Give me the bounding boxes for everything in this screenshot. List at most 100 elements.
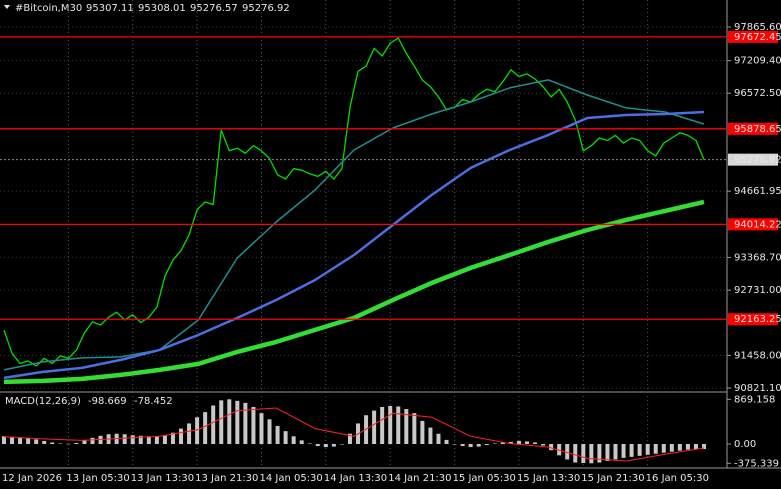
macd-bar (203, 412, 208, 445)
macd-bar (130, 435, 135, 445)
macd-bar (533, 442, 538, 445)
macd-bar (605, 444, 610, 461)
macd-bar (637, 444, 642, 456)
macd-bar (444, 439, 449, 445)
level-label-bg (728, 313, 778, 326)
x-tick-label: 15 Jan 21:30 (581, 473, 644, 484)
macd-bar (154, 436, 159, 445)
macd-bar (661, 444, 666, 453)
macd-bar (508, 441, 513, 445)
y-tick-label: 97209.40 (734, 56, 781, 67)
macd-bar (187, 423, 192, 445)
y-tick-label: 0.00 (734, 439, 756, 450)
price-line (3, 37, 705, 367)
macd-bar (2, 436, 6, 445)
x-tick-label: 13 Jan 05:30 (66, 473, 129, 484)
macd-bar (436, 433, 441, 445)
macd-bar (291, 436, 296, 445)
x-tick-label: 16 Jan 05:30 (646, 473, 709, 484)
macd-bar (492, 443, 497, 445)
signal-value: -78.452 (134, 396, 173, 407)
x-tick-label: 12 Jan 2026 (2, 473, 62, 484)
macd-bar (299, 440, 304, 445)
x-tick-label: 13 Jan 21:30 (195, 473, 258, 484)
macd-bar (388, 405, 393, 445)
macd-bar (227, 399, 232, 445)
macd-bar (90, 437, 95, 445)
level-label-bg (728, 218, 778, 231)
last-price-bg (728, 153, 778, 166)
macd-bar (162, 435, 167, 445)
ohlc-value: 95276.57 (190, 3, 238, 14)
macd-bar (339, 444, 344, 445)
macd-title: MACD(12,26,9) (5, 396, 81, 407)
level-label: 92163.25 (734, 314, 781, 325)
macd-bar (557, 444, 562, 456)
level-label-bg (728, 122, 778, 135)
macd-bar (476, 444, 481, 447)
y-tick-label: 94661.95 (734, 186, 781, 197)
y-tick-label: 93368.70 (734, 252, 781, 263)
symbol-label: #Bitcoin,M30 (15, 3, 82, 14)
macd-bar (516, 440, 521, 445)
x-tick-label: 14 Jan 21:30 (388, 473, 451, 484)
macd-bar (195, 417, 200, 445)
macd-bar (243, 402, 248, 445)
macd-bar (581, 444, 586, 464)
macd-bar (122, 434, 127, 445)
macd-bar (693, 444, 698, 450)
macd-bar (211, 405, 216, 445)
macd-bar (468, 444, 473, 448)
macd-bar (82, 439, 87, 445)
y-tick-label: 92731.00 (734, 285, 781, 296)
ohlc-value: 95276.92 (242, 3, 290, 14)
y-tick-label: 96572.50 (734, 88, 781, 99)
moving-average (3, 79, 705, 371)
y-tick-label: 91458.00 (734, 350, 781, 361)
macd-bar (275, 426, 280, 445)
x-tick-label: 15 Jan 05:30 (453, 473, 516, 484)
macd-bar (10, 436, 15, 445)
macd-bar (565, 444, 570, 460)
macd-bar (549, 444, 554, 451)
macd-bar (460, 444, 465, 447)
macd-bar (597, 444, 602, 463)
macd-bar (484, 444, 489, 446)
macd-bar (589, 444, 594, 464)
y-tick-label: -375.339 (734, 458, 779, 469)
macd-bar (621, 444, 626, 458)
y-tick-label: 90821.10 (734, 383, 781, 394)
macd-bar (669, 444, 674, 452)
macd-bar (347, 433, 352, 445)
macd-bar (315, 444, 320, 447)
macd-bar (179, 428, 184, 445)
macd-bar (500, 442, 505, 445)
y-tick-label: 97865.60 (734, 22, 781, 33)
y-tick-label: 869.158 (734, 394, 775, 405)
macd-bar (146, 436, 151, 445)
macd-bar (653, 444, 658, 454)
x-tick-label: 13 Jan 13:30 (131, 473, 194, 484)
macd-bar (50, 442, 55, 445)
macd-bar (42, 440, 47, 445)
macd-bar (267, 419, 272, 445)
macd-bar (573, 444, 578, 463)
macd-bar (380, 406, 385, 445)
macd-bar (524, 441, 529, 445)
macd-bar (323, 444, 328, 448)
macd-bar (66, 443, 71, 445)
macd-bar (412, 413, 417, 445)
level-label: 97672.45 (734, 32, 781, 43)
macd-bar (702, 444, 706, 450)
menu-arrow[interactable] (4, 5, 10, 9)
macd-bar (259, 413, 264, 445)
macd-bar (26, 438, 31, 445)
macd-bar (541, 444, 546, 446)
macd-bar (58, 443, 63, 445)
macd-value: -98.669 (88, 396, 127, 407)
signal-line (3, 407, 705, 462)
x-tick-label: 15 Jan 13:30 (517, 473, 580, 484)
macd-bar (34, 439, 39, 445)
x-tick-label: 14 Jan 13:30 (324, 473, 387, 484)
